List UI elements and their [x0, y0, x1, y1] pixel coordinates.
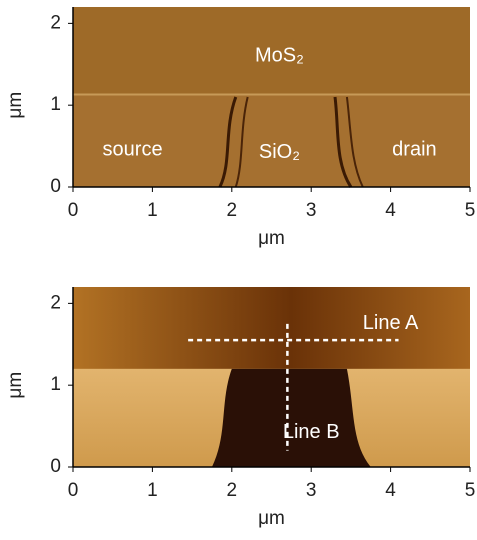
y-axis-label: μm: [5, 372, 26, 399]
x-tick-label: 5: [465, 480, 476, 501]
y-tick-label: 0: [50, 176, 61, 197]
x-tick-label: 3: [306, 200, 317, 221]
y-tick-label: 1: [50, 374, 61, 395]
x-tick-label: 5: [465, 200, 476, 221]
annotation: MoS₂: [255, 44, 304, 66]
channel-region: [211, 368, 371, 467]
x-axis-label: μm: [258, 228, 285, 249]
channel-edge: [218, 96, 238, 188]
x-tick-label: 4: [385, 200, 396, 221]
x-axis-label: μm: [258, 508, 285, 529]
x-tick-label: 4: [385, 480, 396, 501]
x-tick-label: 1: [147, 480, 158, 501]
annotation: Line A: [363, 312, 419, 334]
x-tick-label: 1: [147, 200, 158, 221]
y-tick-label: 0: [50, 456, 61, 477]
y-tick-label: 2: [50, 292, 61, 313]
annotation: drain: [392, 138, 436, 160]
channel-edge: [234, 96, 249, 188]
channel-edge: [333, 96, 353, 188]
channel-edge: [345, 96, 364, 188]
annotation: source: [103, 138, 163, 160]
annotation: Line B: [283, 421, 340, 443]
substrate-region: [73, 94, 470, 187]
x-tick-label: 0: [68, 480, 79, 501]
x-tick-label: 2: [227, 480, 238, 501]
y-tick-label: 1: [50, 94, 61, 115]
annotation: SiO₂: [259, 141, 300, 163]
x-tick-label: 0: [68, 200, 79, 221]
x-tick-label: 2: [227, 200, 238, 221]
y-axis-label: μm: [5, 92, 26, 119]
y-tick-label: 2: [50, 12, 61, 33]
x-tick-label: 3: [306, 480, 317, 501]
